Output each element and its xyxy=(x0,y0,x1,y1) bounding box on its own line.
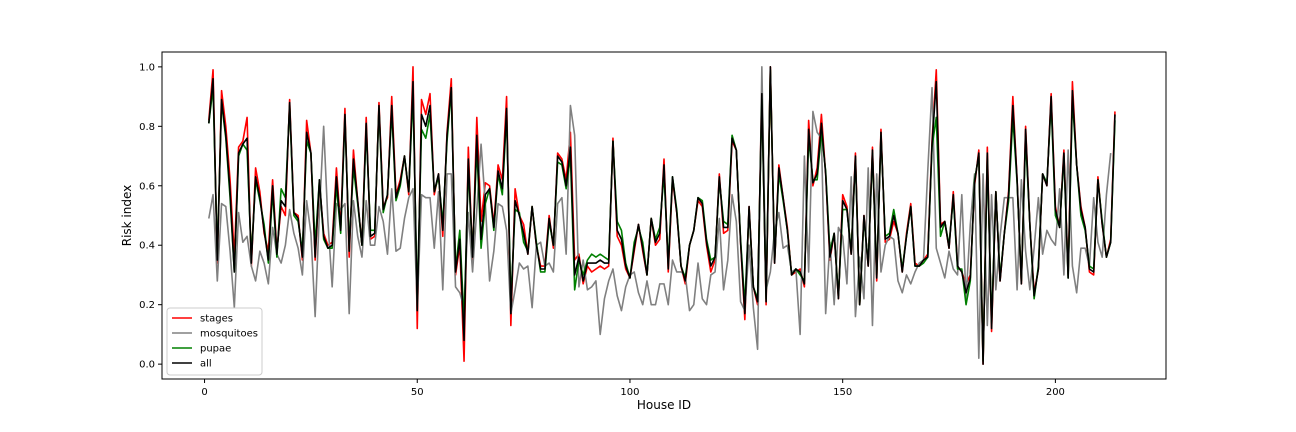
legend: stages mosquitoes pupae all xyxy=(166,307,263,376)
y-tick-label: 0.4 xyxy=(139,241,155,252)
x-tick-label: 50 xyxy=(411,387,424,398)
series-line-all xyxy=(208,66,1116,365)
plot-frame xyxy=(161,51,1167,380)
x-tick-label: 0 xyxy=(201,387,207,398)
y-tick-label: 0.0 xyxy=(139,360,155,371)
legend-label-mosquitoes: mosquitoes xyxy=(200,329,258,340)
series-line-mosquitoes xyxy=(208,66,1112,359)
y-axis-label: Risk index xyxy=(120,185,134,247)
y-tick-label: 0.6 xyxy=(139,181,155,192)
series-layer xyxy=(208,66,1116,365)
y-tick-label: 1.0 xyxy=(139,62,155,73)
x-axis-label: House ID xyxy=(637,398,691,412)
x-axis: 0 50 100 150 200 xyxy=(201,379,1065,398)
legend-label-stages: stages xyxy=(200,314,233,325)
x-tick-label: 200 xyxy=(1046,387,1065,398)
legend-label-all: all xyxy=(200,359,212,370)
y-tick-label: 0.8 xyxy=(139,122,155,133)
legend-box xyxy=(166,307,263,376)
y-tick-label: 0.2 xyxy=(139,300,155,311)
y-axis: 0.0 0.2 0.4 0.6 0.8 1.0 xyxy=(139,62,162,371)
x-tick-label: 100 xyxy=(620,387,639,398)
x-tick-label: 150 xyxy=(833,387,852,398)
legend-label-pupae: pupae xyxy=(200,344,231,355)
